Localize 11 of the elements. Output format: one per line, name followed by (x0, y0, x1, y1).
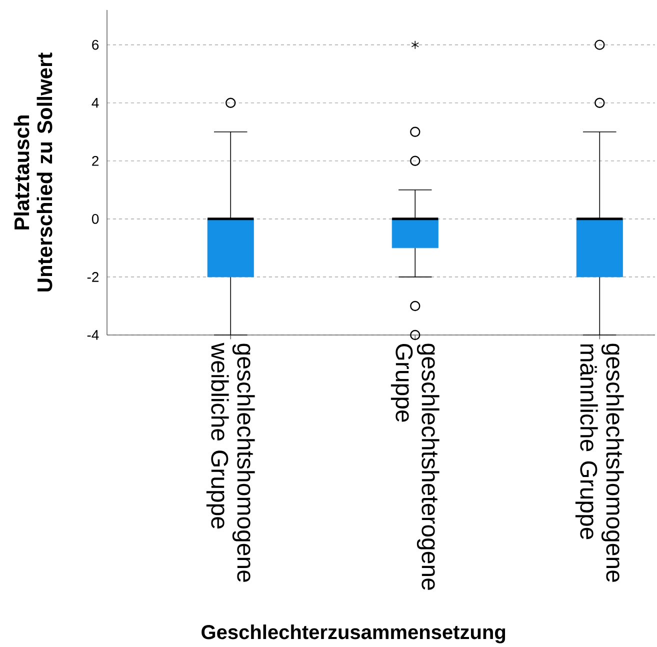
y-tick-label: 2 (92, 156, 99, 166)
y-axis-title: Platztausch Unterschied zu Sollwert (14, 52, 52, 292)
y-tick-label: 0 (92, 214, 99, 224)
y-tick-label: -4 (87, 330, 99, 340)
x-tick-label: geschlechtshomogene weibliche Gruppe (206, 342, 255, 582)
y-tick-label: -2 (87, 272, 99, 282)
x-tick-label: geschlechtshomogene männliche Gruppe (575, 344, 624, 582)
y-tick-label: 4 (92, 98, 99, 108)
y-tick-label: 6 (92, 40, 99, 50)
x-tick-label: geschlechtsheterogene Gruppe (390, 344, 440, 590)
x-axis-title: Geschlechterzusammensetzung (202, 624, 506, 644)
